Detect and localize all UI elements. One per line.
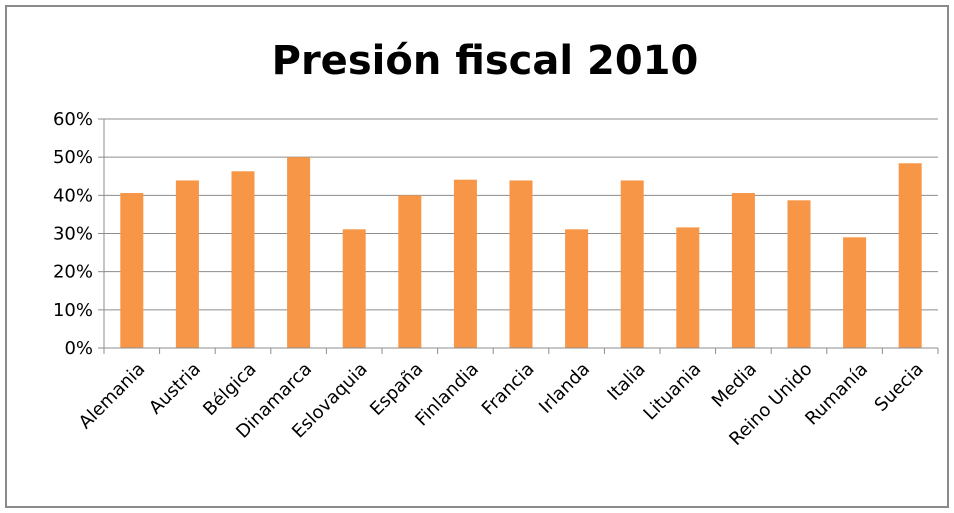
x-tick-label: Italia [603, 359, 649, 405]
y-tick-labels: 0% 10% 20% 30% 40% 50% 60% [53, 109, 93, 359]
x-tick-labels: AlemaniaAustriaBélgicaDinamarcaEslovaqui… [75, 359, 928, 450]
y-tick-label: 40% [53, 185, 93, 206]
x-tick-label: Francia [478, 359, 539, 420]
x-tick-label: Suecia [871, 359, 928, 416]
x-tick-label: Austria [145, 359, 205, 419]
y-tick-label: 30% [53, 224, 93, 245]
y-tick-label: 10% [53, 300, 93, 321]
x-tick-label: Lituania [640, 359, 706, 425]
bar [787, 200, 811, 348]
bar [342, 229, 366, 348]
x-tick-label: Media [708, 359, 761, 412]
bar [898, 163, 922, 348]
y-tick-label: 60% [53, 109, 93, 130]
chart-title: Presión fiscal 2010 [272, 38, 699, 84]
bars [120, 157, 922, 348]
bar [565, 229, 589, 348]
y-tick-label: 0% [64, 338, 93, 359]
bar [175, 180, 199, 348]
bar [398, 195, 422, 348]
bar [676, 227, 700, 348]
y-tick-label: 50% [53, 147, 93, 168]
bar [231, 171, 255, 348]
bar [287, 157, 311, 348]
bar [120, 193, 144, 348]
bar [620, 180, 644, 348]
bar [843, 237, 867, 348]
x-tick-label: Irlanda [535, 359, 594, 418]
bar [731, 193, 755, 348]
y-tick-label: 20% [53, 262, 93, 283]
axes [103, 119, 939, 354]
x-tick-label: Alemania [75, 359, 150, 434]
bar [453, 179, 477, 348]
bar [509, 180, 533, 348]
